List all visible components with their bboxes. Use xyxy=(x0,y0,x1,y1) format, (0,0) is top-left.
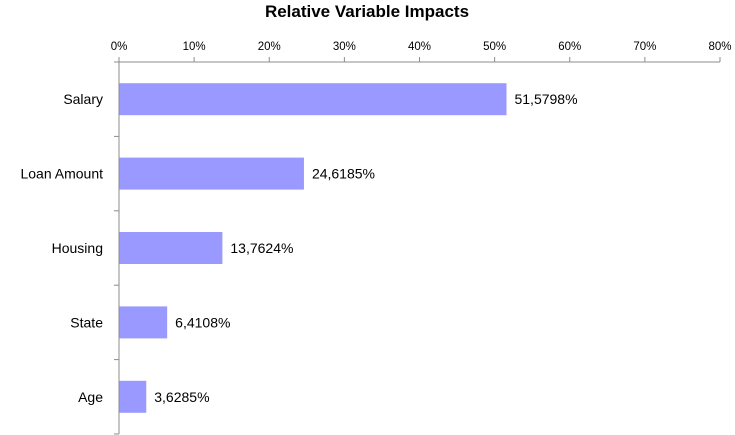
x-tick-label: 20% xyxy=(258,41,281,53)
x-tick-label: 50% xyxy=(483,41,506,53)
bar xyxy=(119,83,507,116)
chart-title: Relative Variable Impacts xyxy=(265,2,469,21)
x-tick-label: 0% xyxy=(111,41,128,53)
data-label: 13,7624% xyxy=(230,240,293,256)
bar xyxy=(119,157,304,190)
x-tick-label: 60% xyxy=(558,41,581,53)
data-label: 51,5798% xyxy=(514,91,577,107)
bar xyxy=(119,306,168,339)
data-label: 3,6285% xyxy=(154,389,209,405)
category-label: Salary xyxy=(63,91,103,107)
category-label: Loan Amount xyxy=(20,166,103,182)
x-tick-label: 80% xyxy=(708,41,731,53)
category-label: State xyxy=(70,314,103,330)
x-tick-label: 40% xyxy=(408,41,431,53)
x-tick-label: 30% xyxy=(333,41,356,53)
category-label: Housing xyxy=(52,240,103,256)
data-label: 24,6185% xyxy=(312,166,375,182)
data-label: 6,4108% xyxy=(175,314,230,330)
bar xyxy=(119,232,223,264)
x-tick-label: 10% xyxy=(183,41,206,53)
category-label: Age xyxy=(78,389,103,405)
bar xyxy=(119,380,147,413)
x-tick-label: 70% xyxy=(633,41,656,53)
